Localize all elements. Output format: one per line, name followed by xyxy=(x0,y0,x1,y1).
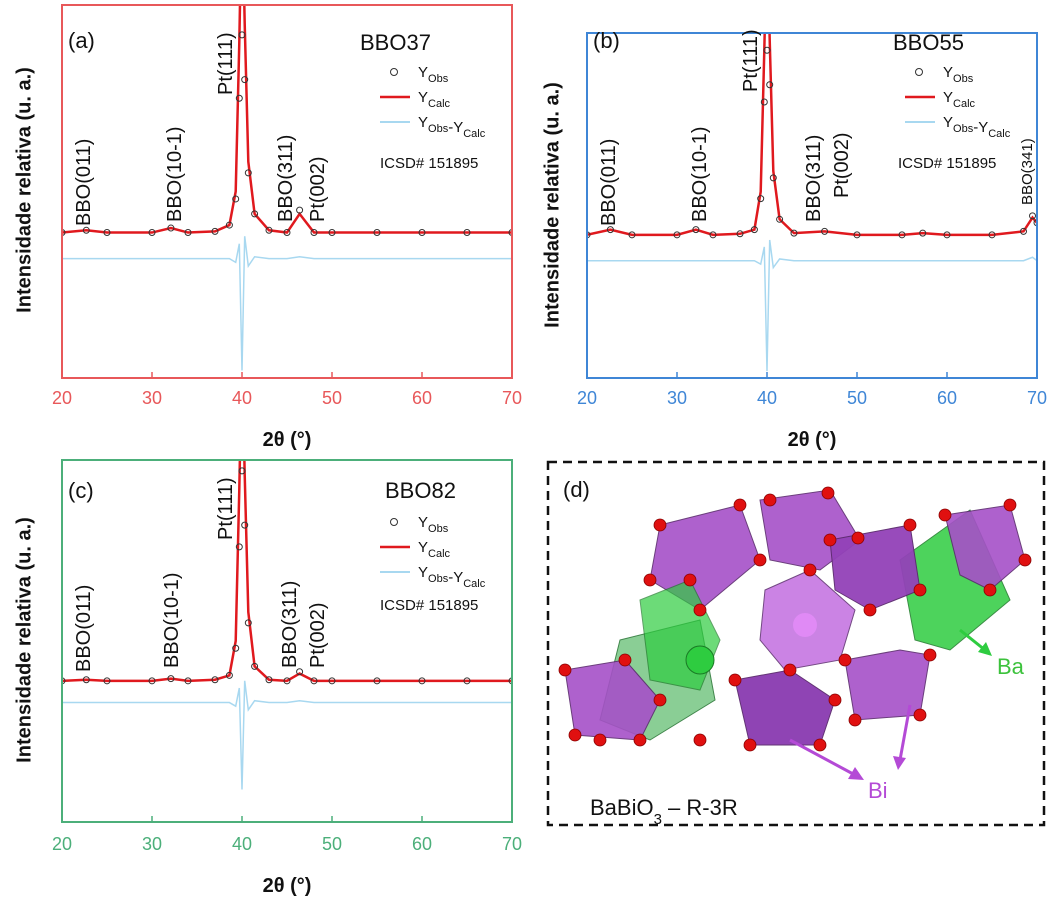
y-axis-title: Intensidade relativa (u. a.) xyxy=(13,517,35,763)
legend-label: YObs-YCalc xyxy=(418,564,486,590)
legend-label: YCalc xyxy=(943,89,976,110)
x-tick-label: 20 xyxy=(52,388,72,408)
panel-label: (b) xyxy=(593,28,620,53)
peak-label: BBO(10-1) xyxy=(161,572,183,668)
crystal-structure xyxy=(559,487,1031,751)
panel-label: (d) xyxy=(563,477,590,502)
peak-label: Pt(002) xyxy=(307,156,329,222)
x-tick-label: 60 xyxy=(412,388,432,408)
legend-marker xyxy=(391,519,398,526)
legend-marker xyxy=(916,69,923,76)
x-axis-title: 2θ (°) xyxy=(263,429,312,451)
x-tick-label: 70 xyxy=(502,388,522,408)
legend-label: YObs-YCalc xyxy=(943,114,1011,140)
x-tick-label: 20 xyxy=(52,834,72,854)
x-axis-title: 2θ (°) xyxy=(788,429,837,451)
ba-arrow xyxy=(960,630,985,650)
x-tick-label: 20 xyxy=(577,388,597,408)
page: (d) Ba Bi BaBiO3 – R-3R 20 30 40 50 60 70 2θ (… xyxy=(0,0,1048,901)
panel-label: (a) xyxy=(68,28,95,53)
chart-title: BBO82 xyxy=(385,478,456,503)
x-tick-label: 50 xyxy=(322,834,342,854)
annotation: ICSD# 151895 xyxy=(380,155,478,172)
peak-label: BBO(10-1) xyxy=(689,126,711,222)
peak-label: BBO(311) xyxy=(275,135,297,222)
x-tick-label: 30 xyxy=(142,834,162,854)
peak-label: BBO(311) xyxy=(803,135,825,222)
x-tick-label: 30 xyxy=(142,388,162,408)
annotation: ICSD# 151895 xyxy=(898,155,996,172)
structure-caption: BaBiO3 – R-3R xyxy=(590,795,738,828)
legend-marker xyxy=(391,69,398,76)
atom-label: Ba xyxy=(997,654,1025,679)
x-tick-label: 30 xyxy=(667,388,687,408)
x-tick-label: 40 xyxy=(232,388,252,408)
annotation: ICSD# 151895 xyxy=(380,597,478,614)
series-line xyxy=(62,236,512,370)
series-line xyxy=(62,681,512,790)
atom-label: Bi xyxy=(868,778,888,803)
y-axis-title: Intensidade relativa (u. a.) xyxy=(541,82,563,328)
chart-panel: 20 30 40 50 60 70 2θ (°) Intensidade relativa (… xyxy=(13,0,522,451)
peak-label: BBO(011) xyxy=(73,585,95,672)
structure-panel: (d) Ba Bi BaBiO3 – R-3R xyxy=(548,462,1044,828)
peak-label: BBO(011) xyxy=(73,139,95,226)
legend-label: YCalc xyxy=(418,89,451,110)
bi-arrowhead xyxy=(893,756,906,770)
peak-label: BBO(341) xyxy=(1019,138,1036,205)
legend-label: YObs xyxy=(943,64,974,85)
x-axis-title: 2θ (°) xyxy=(263,875,312,897)
peak-label: Pt(002) xyxy=(307,602,329,668)
series-line xyxy=(587,240,1037,371)
x-tick-label: 40 xyxy=(232,834,252,854)
peak-label: BBO(10-1) xyxy=(164,126,186,222)
x-tick-label: 60 xyxy=(412,834,432,854)
peak-label: Pt(111) xyxy=(215,32,237,95)
y-axis-title: Intensidade relativa (u. a.) xyxy=(13,67,35,313)
chart-title: BBO37 xyxy=(360,30,431,55)
ba-arrowhead xyxy=(978,642,992,656)
peak-label: BBO(311) xyxy=(279,581,301,668)
panel-label: (c) xyxy=(68,478,94,503)
x-tick-label: 70 xyxy=(1027,388,1047,408)
peak-label: Pt(002) xyxy=(831,132,853,198)
x-tick-label: 60 xyxy=(937,388,957,408)
chart-title: BBO55 xyxy=(893,30,964,55)
figure: (d) Ba Bi BaBiO3 – R-3R 20 30 40 50 60 70 2θ (… xyxy=(0,0,1048,901)
legend-label: YCalc xyxy=(418,539,451,560)
peak-label: BBO(011) xyxy=(598,139,620,226)
x-tick-label: 50 xyxy=(847,388,867,408)
x-tick-label: 70 xyxy=(502,834,522,854)
legend-label: YObs xyxy=(418,514,449,535)
plot-area xyxy=(59,351,515,789)
x-tick-label: 50 xyxy=(322,388,342,408)
legend-label: YObs xyxy=(418,64,449,85)
x-tick-label: 40 xyxy=(757,388,777,408)
legend-label: YObs-YCalc xyxy=(418,114,486,140)
chart-panel: 20 30 40 50 60 70 2θ (°) Intensidade relativa (… xyxy=(541,0,1047,451)
peak-label: Pt(111) xyxy=(215,477,237,540)
peak-label: Pt(111) xyxy=(740,29,762,92)
